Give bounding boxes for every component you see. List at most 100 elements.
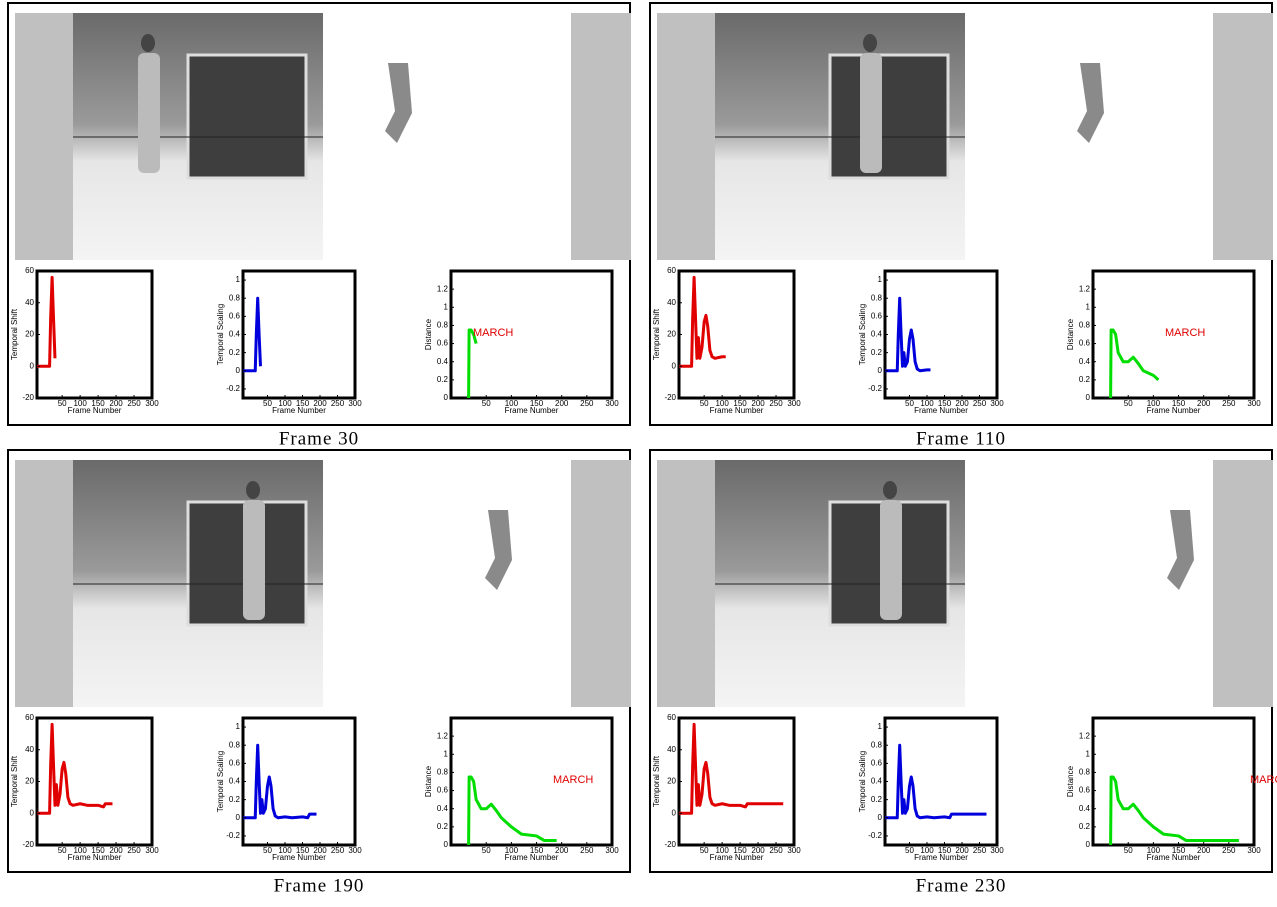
x-tick-label: 300 [1247,846,1261,855]
x-axis-label: Frame Number [710,853,764,862]
gray-bar [15,460,73,707]
x-tick-label: 300 [605,846,619,855]
y-tick-label: 0.2 [871,348,883,357]
y-tick-label: 0 [878,813,883,822]
x-tick-label: 50 [58,399,67,408]
y-tick-label: 1 [236,722,241,731]
y-tick-label: 40 [25,298,34,307]
person-head [863,34,877,52]
y-tick-label: 0.8 [1079,768,1091,777]
y-tick-label: 1 [1086,749,1091,758]
y-tick-label: -0.2 [226,831,240,840]
y-axis-label: Distance [424,765,433,797]
y-tick-label: 0 [1086,393,1091,402]
y-tick-label: 0 [1086,840,1091,849]
y-axis-label: Distance [1066,765,1075,797]
y-tick-label: 1.2 [437,284,449,293]
y-tick-label: 20 [25,330,34,339]
y-tick-label: 0 [30,808,35,817]
x-tick-label: 300 [348,846,362,855]
x-tick-label: 300 [787,846,801,855]
x-axis-label: Frame Number [914,853,968,862]
x-tick-label: 300 [348,399,362,408]
x-tick-label: 250 [127,846,141,855]
y-tick-label: 0.2 [229,795,241,804]
y-tick-label: 1.2 [1079,731,1091,740]
y-tick-label: 1 [878,275,883,284]
y-tick-label: 0.8 [229,740,241,749]
y-tick-label: 0.4 [871,777,883,786]
y-tick-label: 0.8 [1079,321,1091,330]
annotation: MARCH [1250,774,1277,786]
y-tick-label: 60 [667,713,676,722]
x-axis-label: Frame Number [710,406,764,415]
y-axis-label: Temporal Scaling [216,304,225,365]
caption: Frame 110 [916,428,1006,449]
x-axis-label: Frame Number [914,406,968,415]
y-tick-label: 0 [444,840,449,849]
y-tick-label: 0.8 [229,293,241,302]
x-tick-label: 300 [990,846,1004,855]
chart: 5010015020025030000.20.40.60.811.2Frame … [1066,718,1277,862]
y-tick-label: 0.6 [437,786,449,795]
y-tick-label: 20 [25,777,34,786]
x-axis-label: Frame Number [1147,853,1201,862]
y-tick-label: 60 [667,266,676,275]
y-tick-label: 1.2 [1079,284,1091,293]
y-tick-label: 0.2 [1079,822,1091,831]
gray-bar [1213,460,1273,707]
y-tick-label: 20 [667,330,676,339]
x-tick-label: 50 [58,846,67,855]
y-tick-label: -20 [664,393,676,402]
person-head [883,481,897,499]
y-tick-label: -20 [22,393,34,402]
y-tick-label: 0.6 [1079,339,1091,348]
y-tick-label: 0.6 [871,311,883,320]
y-tick-label: 0.4 [1079,357,1091,366]
x-tick-label: 300 [990,399,1004,408]
person-head [246,481,260,499]
x-tick-label: 300 [605,399,619,408]
y-tick-label: 0 [672,361,677,370]
y-tick-label: 1 [444,302,449,311]
chart: 5010015020025030000.20.40.60.811.2Frame … [424,271,619,415]
x-tick-label: 250 [331,399,345,408]
panel: 50100150200250300-200204060Frame NumberT… [8,450,631,896]
x-axis-label: Frame Number [68,406,122,415]
page: {"captions": ["Frame 30", "Frame 110", "… [0,0,1277,907]
y-tick-label: 0 [672,808,677,817]
y-tick-label: 0.6 [1079,786,1091,795]
y-tick-label: 0.4 [229,777,241,786]
y-tick-label: 0 [236,366,241,375]
y-axis-label: Temporal Scaling [858,304,867,365]
caption: Frame 30 [279,428,359,449]
panel: 50100150200250300-200204060Frame NumberT… [650,3,1273,449]
y-tick-label: 40 [25,745,34,754]
gray-bar [571,13,631,260]
y-tick-label: -0.2 [868,831,882,840]
gray-bar [571,460,631,707]
y-axis-label: Distance [1066,318,1075,350]
y-tick-label: 0.4 [437,804,449,813]
gray-bar [1213,13,1273,260]
y-tick-label: 1.2 [437,731,449,740]
y-tick-label: 0 [30,361,35,370]
y-tick-label: 0 [236,813,241,822]
x-tick-label: 50 [1124,399,1133,408]
board [830,55,948,178]
x-tick-label: 250 [1222,846,1236,855]
y-tick-label: 1 [236,275,241,284]
x-tick-label: 50 [700,846,709,855]
x-tick-label: 50 [700,399,709,408]
y-tick-label: 60 [25,713,34,722]
y-tick-label: 0.6 [229,311,241,320]
y-tick-label: -0.2 [868,384,882,393]
y-axis-label: Temporal Shift [10,755,19,807]
x-tick-label: 50 [1124,846,1133,855]
x-tick-label: 50 [905,399,914,408]
x-tick-label: 250 [331,846,345,855]
gray-bar [15,13,73,260]
x-axis-label: Frame Number [272,406,326,415]
